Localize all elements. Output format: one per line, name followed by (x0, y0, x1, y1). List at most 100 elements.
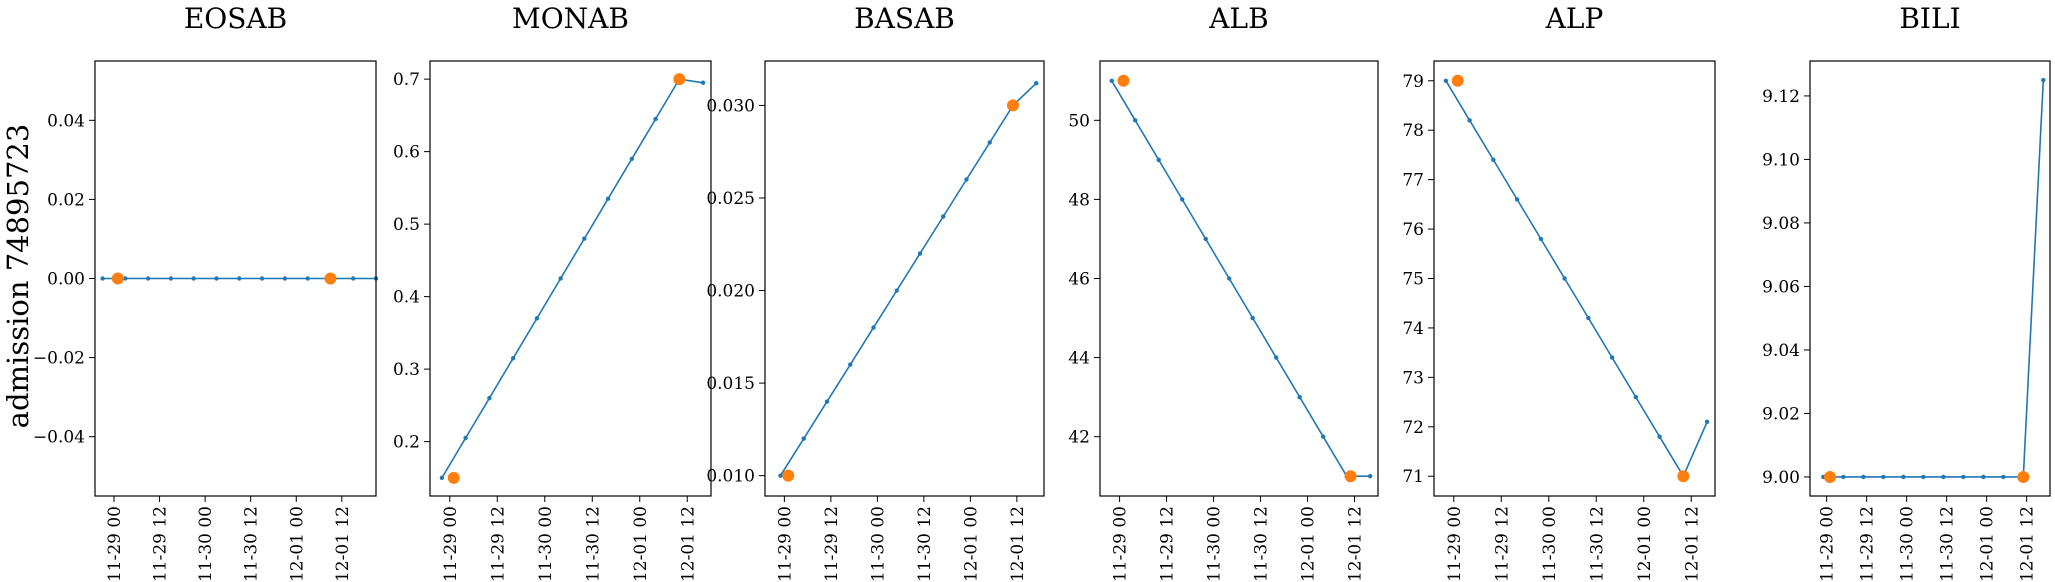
data-point (653, 116, 658, 122)
panel-title: ALB (1208, 2, 1268, 35)
x-tick-label: 11-29 00 (775, 506, 795, 582)
axes-frame (1433, 60, 1716, 497)
axes-frame (429, 60, 712, 497)
data-point (778, 473, 783, 478)
highlight-point (111, 272, 124, 285)
x-tick-label: 11-30 00 (1898, 506, 1918, 582)
highlight-point (1007, 99, 1019, 112)
data-point (1841, 474, 1846, 480)
x-tick-label: 12-01 12 (678, 506, 698, 582)
y-tick-label: 0.00 (47, 270, 85, 290)
panel-bili: BILI 9.00 9.02 9.04 9.06 9.08 9.10 9.12 11-29 00… (1762, 2, 2051, 582)
data-point (1633, 394, 1639, 400)
y-tick-label: 0.015 (706, 374, 755, 394)
y-tick-label: 0.7 (393, 70, 420, 90)
x-tick-label: 11-29 12 (488, 506, 508, 582)
y-tick-label: 78 (1402, 121, 1424, 141)
highlight-point (447, 471, 460, 484)
data-point (463, 435, 468, 441)
y-tick-label: 73 (1402, 368, 1424, 388)
x-tick-label: 12-01 00 (287, 506, 307, 582)
y-tick-label: 0.6 (393, 143, 420, 163)
data-point (123, 276, 128, 281)
x-tick-label: 12-01 12 (1346, 506, 1366, 582)
y-tick-label: 0.020 (706, 282, 755, 302)
panel-title: ALP (1545, 2, 1604, 35)
data-point (700, 80, 706, 85)
x-tick-label: 11-30 00 (536, 506, 556, 582)
data-point (1443, 78, 1449, 83)
x-tick-label: 11-30 00 (1540, 506, 1560, 582)
data-point (1156, 157, 1161, 163)
y-tick-label: 9.12 (1762, 87, 1800, 107)
data-point (259, 276, 265, 281)
y-tick-label: 77 (1402, 171, 1424, 191)
highlight-point (1824, 470, 1836, 483)
data-point (964, 177, 969, 182)
series-line (441, 78, 704, 479)
x-tick-label: 11-30 12 (915, 506, 935, 582)
data-point (1514, 197, 1520, 202)
x-tick-label: 11-29 12 (1158, 506, 1178, 582)
x-tick-label: 12-01 12 (1008, 506, 1028, 582)
x-tick-label: 11-30 12 (1938, 506, 1958, 582)
y-tick-label: 0.2 (393, 433, 420, 453)
x-tick-label: 11-30 00 (868, 506, 888, 582)
data-point (1297, 394, 1302, 400)
data-point (100, 276, 105, 281)
data-point (351, 276, 356, 281)
data-point (1203, 236, 1208, 242)
x-tick-label: 11-29 00 (1445, 506, 1465, 582)
highlight-point (1344, 470, 1357, 483)
highlight-point (1451, 74, 1464, 87)
x-tick-label: 11-29 12 (1492, 506, 1512, 582)
data-point (1538, 236, 1544, 242)
data-point (1367, 474, 1373, 479)
x-tick-label: 11-30 12 (242, 506, 262, 582)
x-tick-label: 11-29 12 (1858, 506, 1878, 582)
panel-alb: ALB 42 44 46 48 50 11-29 00 11-29 12 11-30 00 11-… (1068, 2, 1379, 582)
panel-monab: MONAB 0.2 0.3 0.4 0.5 0.6 0.7 11-29 00 11-29 12 1… (393, 2, 712, 582)
data-point (305, 276, 310, 281)
y-tick-label: 0.025 (706, 189, 755, 209)
panel-title: EOSAB (184, 2, 287, 35)
y-tick-label: 9.10 (1762, 150, 1800, 170)
data-point (1861, 474, 1866, 480)
x-tick-label: 12-01 12 (2018, 506, 2038, 582)
data-point (1921, 474, 1926, 480)
data-point (894, 288, 899, 293)
series-line (779, 82, 1037, 477)
y-tick-label: −0.04 (33, 428, 85, 448)
data-point (1562, 276, 1567, 281)
data-point (214, 276, 219, 281)
x-tick-label: 11-29 00 (1111, 506, 1131, 582)
y-tick-label: 75 (1402, 270, 1424, 290)
highlight-point (324, 272, 337, 285)
x-tick-label: 12-01 12 (1682, 506, 1702, 582)
y-tick-label: 9.04 (1762, 341, 1800, 361)
data-point (1180, 197, 1185, 202)
data-point (1109, 78, 1114, 83)
data-point (801, 436, 806, 441)
data-point (941, 214, 946, 219)
data-point (848, 362, 853, 367)
data-point (534, 316, 540, 321)
data-point (191, 276, 196, 281)
panel-eosab: EOSAB −0.04 −0.02 0.00 0.02 0.04 11-29 00 11-29… (33, 2, 379, 582)
panel-title: MONAB (512, 2, 629, 35)
data-point (558, 276, 563, 281)
x-tick-label: 11-29 12 (822, 506, 842, 582)
y-tick-label: 9.00 (1762, 468, 1800, 488)
y-tick-label: 0.5 (393, 215, 420, 235)
data-point (1941, 474, 1946, 480)
x-tick-label: 11-30 12 (1587, 506, 1607, 582)
panel-title: BASAB (854, 2, 955, 35)
y-tick-label: 48 (1068, 190, 1090, 210)
panel-basab: BASAB 0.010 0.015 0.020 0.025 0.030 11-29 00 11… (706, 2, 1045, 582)
data-point (917, 251, 923, 256)
x-tick-label: 11-30 00 (196, 506, 216, 582)
data-point (582, 236, 587, 241)
data-point (987, 140, 992, 145)
y-tick-label: 71 (1402, 467, 1424, 487)
